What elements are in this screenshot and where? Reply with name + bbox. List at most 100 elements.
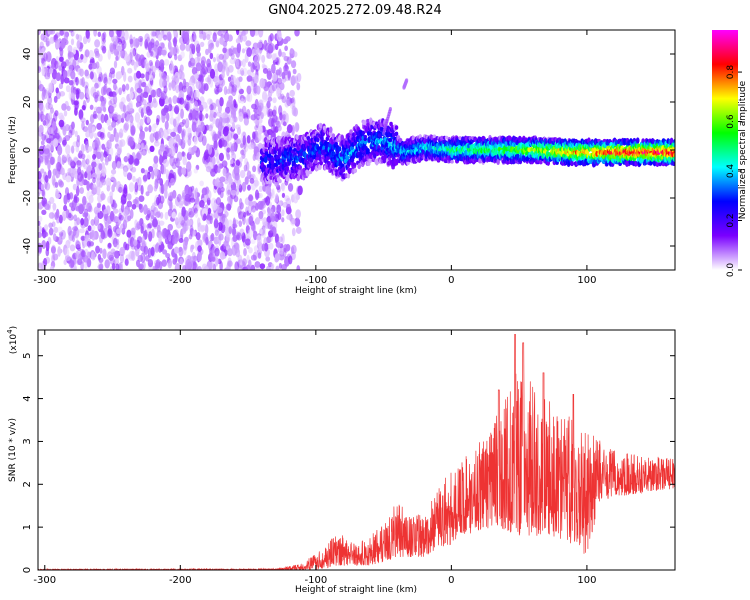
noise-speckle (194, 210, 199, 219)
signal-cell (489, 145, 494, 151)
noise-speckle (250, 222, 255, 232)
noise-speckle (116, 228, 122, 235)
noise-speckle (128, 100, 133, 112)
noise-speckle (230, 75, 237, 86)
noise-speckle (49, 156, 55, 166)
noise-speckle (250, 264, 256, 270)
noise-speckle (78, 91, 85, 100)
noise-speckle (169, 46, 174, 56)
noise-speckle (109, 256, 115, 265)
noise-speckle (225, 185, 232, 197)
noise-speckle (243, 211, 247, 218)
noise-speckle (271, 83, 277, 92)
noise-speckle (117, 132, 123, 138)
noise-speckle (214, 76, 220, 86)
noise-speckle (180, 138, 186, 150)
noise-speckle (181, 226, 187, 235)
noise-speckle (238, 112, 244, 123)
noise-speckle (91, 183, 97, 194)
noise-speckle (264, 242, 269, 252)
noise-speckle (136, 150, 142, 160)
noise-speckle (180, 108, 184, 119)
noise-speckle (216, 207, 223, 213)
noise-speckle (266, 52, 273, 60)
noise-speckle (184, 103, 190, 111)
noise-speckle (240, 97, 245, 104)
noise-speckle (190, 256, 195, 264)
noise-speckle (107, 131, 111, 139)
noise-speckle (80, 153, 86, 160)
noise-speckle (76, 217, 81, 226)
noise-speckle (39, 41, 44, 49)
noise-speckle (293, 51, 298, 58)
signal-cell (293, 147, 297, 152)
noise-speckle (175, 85, 180, 94)
noise-speckle (207, 74, 212, 85)
noise-speckle (93, 106, 99, 113)
noise-speckle (246, 170, 252, 180)
noise-speckle (108, 100, 113, 107)
noise-speckle (243, 112, 249, 119)
noise-speckle (228, 48, 233, 57)
noise-speckle (163, 95, 169, 105)
noise-speckle (292, 192, 299, 204)
noise-speckle (262, 217, 268, 228)
signal-cell (352, 162, 357, 167)
noise-speckle (239, 169, 246, 179)
noise-speckle (140, 184, 144, 195)
noise-speckle (94, 142, 99, 149)
noise-speckle (76, 134, 81, 143)
noise-speckle (142, 174, 149, 182)
noise-speckle (113, 95, 118, 105)
noise-speckle (48, 222, 53, 229)
noise-speckle (77, 171, 84, 182)
noise-speckle (213, 86, 220, 95)
noise-speckle (62, 69, 68, 79)
noise-speckle (134, 112, 141, 123)
noise-speckle (132, 198, 139, 205)
noise-speckle (69, 244, 76, 252)
noise-speckle (258, 105, 262, 116)
noise-speckle (66, 154, 71, 163)
noise-speckle (282, 121, 287, 127)
noise-speckle (175, 134, 181, 142)
noise-speckle (261, 106, 268, 117)
noise-speckle (150, 246, 155, 257)
noise-speckle (80, 143, 85, 155)
noise-speckle (113, 60, 118, 69)
noise-speckle (102, 84, 107, 96)
noise-speckle (138, 264, 143, 270)
noise-speckle (227, 260, 233, 267)
noise-speckle (162, 150, 168, 161)
noise-speckle (48, 212, 55, 219)
noise-speckle (144, 169, 149, 176)
noise-speckle (86, 240, 91, 247)
noise-speckle (199, 33, 204, 39)
noise-speckle (96, 122, 102, 130)
noise-speckle (38, 215, 43, 223)
noise-speckle (115, 55, 119, 61)
noise-speckle (109, 67, 116, 75)
noise-speckle (96, 151, 102, 160)
noise-speckle (173, 246, 179, 254)
noise-speckle (125, 254, 132, 260)
noise-speckle (185, 258, 191, 270)
noise-speckle (234, 243, 240, 251)
noise-speckle (164, 120, 169, 130)
noise-speckle (276, 204, 282, 214)
noise-speckle (181, 85, 187, 93)
noise-speckle (75, 145, 80, 153)
noise-speckle (219, 176, 226, 183)
noise-speckle (230, 130, 235, 139)
noise-speckle (254, 261, 261, 268)
noise-speckle (127, 102, 133, 112)
noise-speckle (120, 203, 125, 213)
noise-speckle (241, 48, 246, 54)
noise-speckle (138, 106, 144, 114)
noise-speckle (63, 259, 67, 266)
noise-speckle (196, 252, 202, 262)
noise-speckle (86, 202, 92, 213)
noise-speckle (144, 245, 149, 256)
noise-speckle (59, 91, 66, 97)
noise-speckle (295, 209, 301, 219)
